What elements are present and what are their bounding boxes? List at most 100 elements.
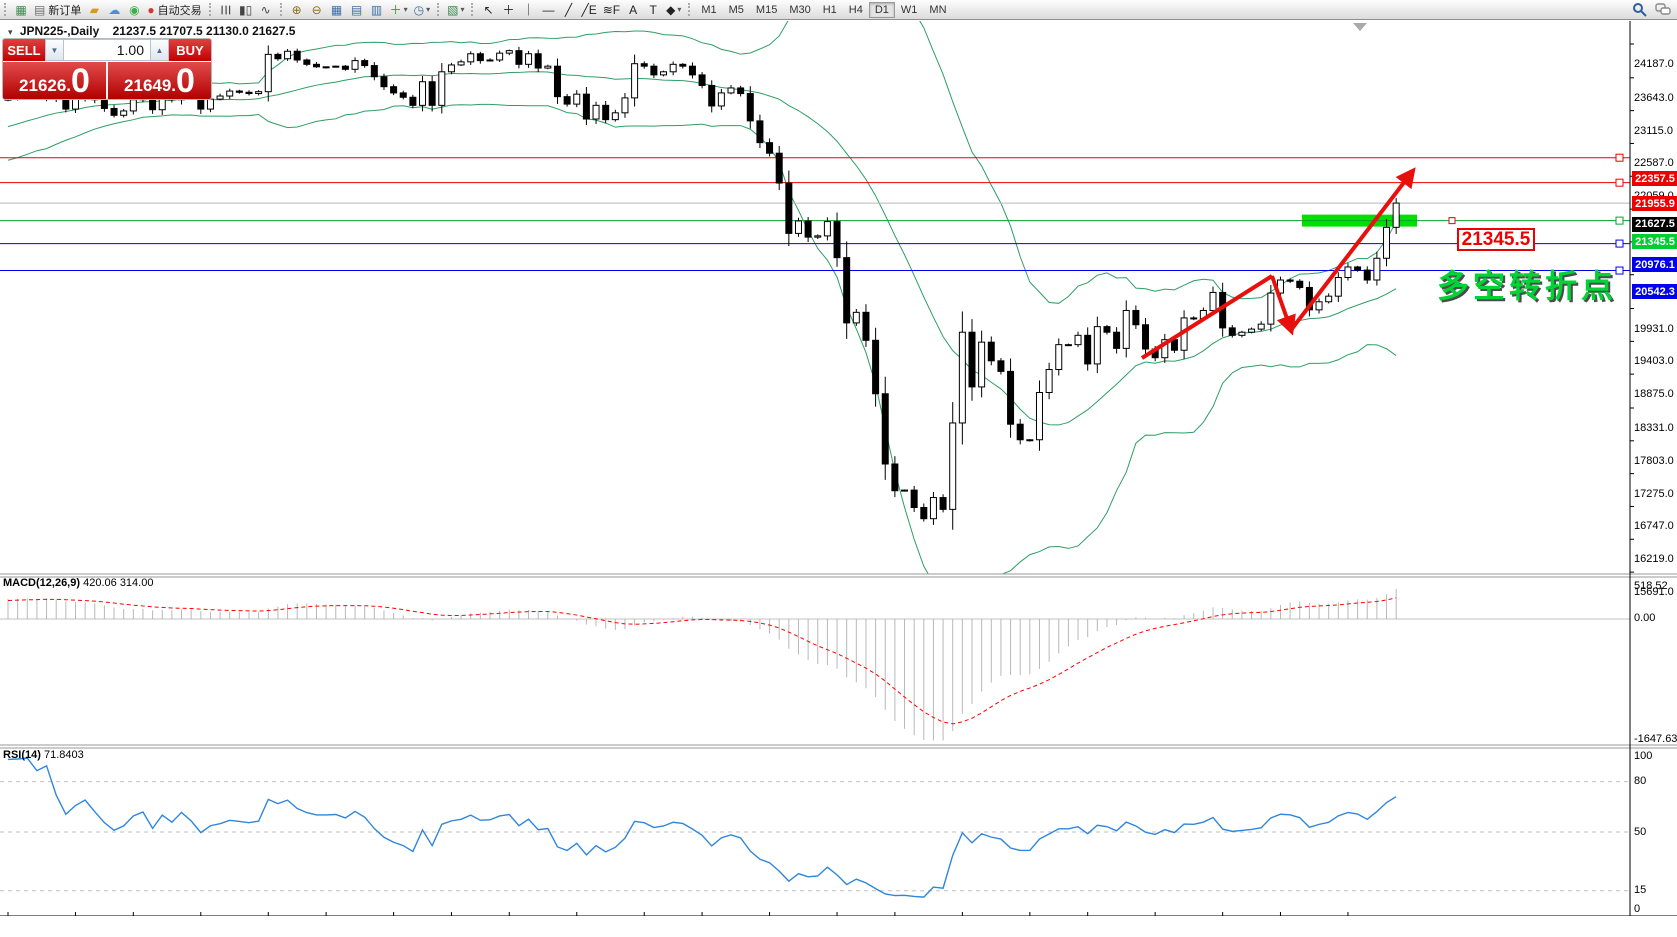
- macd-scale-max: 518.52: [1634, 580, 1668, 592]
- autotrading-button[interactable]: ● 自动交易: [144, 1, 204, 19]
- equidistant-channel-icon[interactable]: ╱E: [578, 1, 599, 19]
- price-tick-label: 24187.0: [1634, 58, 1674, 70]
- text-icon[interactable]: A: [623, 1, 643, 19]
- chevron-down-icon: ▾: [460, 5, 465, 14]
- sell-price[interactable]: 21626. 0: [3, 62, 106, 99]
- timeframe-m1[interactable]: M1: [701, 3, 717, 16]
- chart-symbol-timeframe: JPN225-,Daily: [19, 24, 100, 38]
- chart-ohlc-values: 21237.5 21707.5 21130.0 21627.5: [112, 24, 296, 38]
- buy-price[interactable]: 21649. 0: [108, 62, 211, 99]
- autotrading-label: 自动交易: [157, 4, 202, 17]
- turning-point-text[interactable]: 多空转折点: [1437, 268, 1618, 304]
- price-tick-label: 23115.0: [1634, 124, 1673, 137]
- rsi-label: RSI(14) 71.8403: [3, 749, 84, 761]
- chart-template-icon[interactable]: ▧ ▾: [444, 1, 467, 19]
- macd-signal-line: [7, 597, 1397, 725]
- zoom-in-icon: ⊕: [291, 2, 302, 17]
- timeframe-m15[interactable]: M15: [755, 3, 778, 16]
- rsi-line: [7, 757, 1397, 898]
- timeframe-mn[interactable]: MN: [929, 3, 947, 16]
- vertical-line-icon: ｜: [522, 2, 535, 17]
- tile-windows-icon[interactable]: ▦: [327, 1, 347, 19]
- line-anchor[interactable]: [1615, 153, 1624, 162]
- timeframe-h1[interactable]: H1: [822, 3, 837, 16]
- macd-scale-min: -1647.63: [1634, 733, 1677, 745]
- chart-shift-marker-icon[interactable]: [1353, 23, 1367, 31]
- arrows-icon[interactable]: ◆ ▾: [663, 1, 684, 19]
- new-order-button[interactable]: ▤ 新订单: [31, 1, 84, 19]
- line-anchor[interactable]: [1615, 266, 1624, 275]
- sell-price-main: 21626.: [19, 76, 72, 95]
- timeframe-m5[interactable]: M5: [728, 3, 744, 16]
- chevron-down-icon: ▾: [677, 5, 682, 14]
- cursor-icon[interactable]: ↖: [478, 1, 498, 19]
- fibonacci-icon[interactable]: ≋F: [600, 1, 623, 19]
- window-menu-icon[interactable]: ▾: [8, 27, 13, 37]
- crosshair-icon[interactable]: ＋: [498, 1, 518, 19]
- rsi-scale-50: 50: [1634, 826, 1647, 838]
- price-callout-label[interactable]: 21345.5: [1457, 228, 1535, 251]
- text-label-icon[interactable]: T: [643, 1, 663, 19]
- timeframe-w1[interactable]: W1: [900, 3, 918, 16]
- price-tick-label: 17275.0: [1634, 487, 1674, 500]
- timeframe-m30[interactable]: M30: [789, 3, 811, 16]
- volume-decrease-button[interactable]: ▼: [45, 39, 64, 61]
- zoom-out-icon[interactable]: ⊖: [307, 1, 327, 19]
- timeframe-h4[interactable]: H4: [848, 3, 863, 16]
- trendline-icon[interactable]: ╱: [558, 1, 578, 19]
- periods-icon: ◷: [413, 2, 425, 17]
- indicator-window-icon[interactable]: ▤: [347, 1, 367, 19]
- zoom-in-icon[interactable]: ⊕: [287, 1, 307, 19]
- toolbar-grip: [279, 3, 284, 16]
- price-tick-label: 16747.0: [1634, 520, 1674, 533]
- line-anchor[interactable]: [1615, 216, 1624, 225]
- new-chart-icon: ▦: [15, 2, 27, 17]
- price-tick-label: 18875.0: [1634, 388, 1674, 401]
- candlestick-chart-icon[interactable]: ▮▯: [236, 1, 256, 19]
- horizontal-line-icon[interactable]: ―: [538, 1, 558, 19]
- trend-arrow-pullback[interactable]: [1270, 275, 1296, 336]
- timeframe-d1[interactable]: D1: [868, 1, 895, 18]
- price-badge-20976.1: 20976.1: [1632, 257, 1677, 273]
- trend-arrow-breakout[interactable]: [1289, 167, 1416, 332]
- price-tick-label: 18331.0: [1634, 421, 1674, 434]
- community-icon[interactable]: ☁: [104, 1, 124, 19]
- buy-button[interactable]: BUY: [169, 39, 211, 61]
- line-anchor[interactable]: [1615, 178, 1624, 187]
- price-tick-label: 16219.0: [1634, 553, 1674, 566]
- cursor-icon: ↖: [483, 2, 494, 17]
- new-order-label: 新订单: [48, 4, 82, 17]
- rsi-pane: [0, 757, 1630, 898]
- signals-icon: ◉: [129, 2, 140, 17]
- buy-price-big-digit: 0: [176, 62, 195, 100]
- chart-plot[interactable]: [0, 21, 1677, 916]
- line-chart-icon[interactable]: ∿: [256, 1, 276, 19]
- price-badge-20542.3: 20542.3: [1632, 284, 1677, 300]
- tile-windows-icon: ▦: [330, 2, 343, 17]
- new-chart-icon[interactable]: ▦: [11, 1, 31, 19]
- sell-price-big-digit: 0: [71, 62, 90, 100]
- price-tick-label: 19403.0: [1634, 355, 1674, 368]
- trend-arrow-leg-up[interactable]: [1140, 274, 1274, 360]
- horizontal-line-icon: ―: [542, 2, 555, 17]
- line-anchor[interactable]: [1615, 239, 1624, 248]
- search-icon[interactable]: [1632, 2, 1647, 17]
- callout-anchor[interactable]: [1448, 217, 1456, 225]
- deposit-icon[interactable]: ▰: [84, 1, 104, 19]
- volume-input[interactable]: [64, 39, 150, 61]
- add-indicator-icon[interactable]: ＋ ▾: [387, 1, 411, 19]
- toolbar: ▦ ▤ 新订单 ▰ ☁ ◉ ● 自动交易 ☰ ▮▯ ∿ ⊕ ⊖ ▦ ▤ ▥ ＋ ▾ ◷ ▾ ▧ ▾ ↖ ＋｜ ― ╱ ╱E ≋F A T ◆…: [0, 0, 1677, 20]
- sell-button[interactable]: SELL: [3, 39, 45, 61]
- macd-label: MACD(12,26,9) 420.06 314.00: [3, 577, 154, 589]
- chat-icon[interactable]: [1655, 2, 1671, 17]
- fibonacci-icon: ≋F: [602, 2, 621, 17]
- periods-icon[interactable]: ◷ ▾: [411, 1, 434, 19]
- objects-window-icon[interactable]: ▥: [367, 1, 387, 19]
- signals-icon[interactable]: ◉: [124, 1, 144, 19]
- volume-increase-button[interactable]: ▲: [150, 39, 169, 61]
- bar-chart-icon[interactable]: ☰: [216, 1, 236, 19]
- vertical-line-icon[interactable]: ｜: [518, 1, 538, 19]
- main-price-pane: [0, 21, 1630, 574]
- price-badge-21955.9: 21955.9: [1632, 196, 1677, 212]
- line-chart-icon: ∿: [260, 2, 271, 17]
